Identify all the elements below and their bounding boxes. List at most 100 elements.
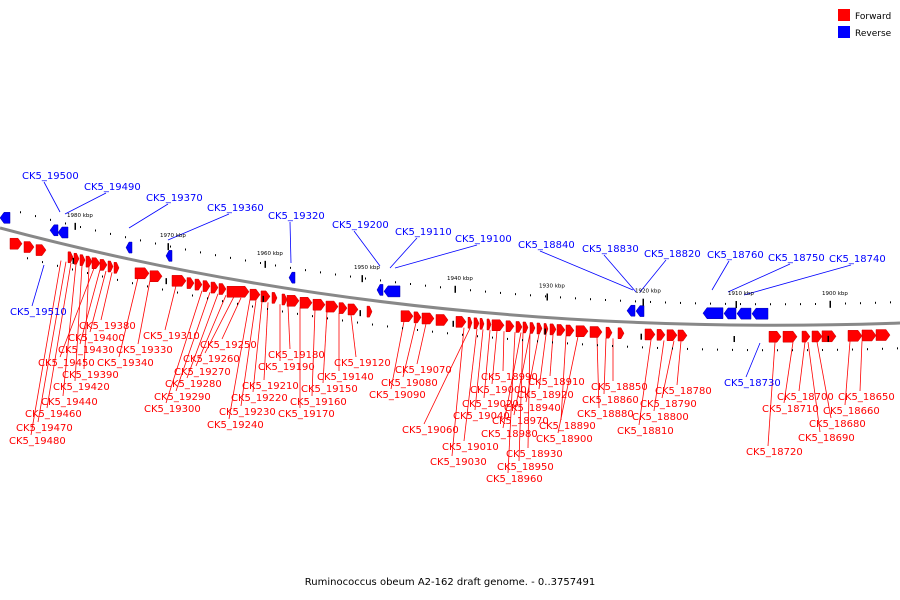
minor-tick [695,302,696,305]
minor-tick [125,236,126,239]
forward-gene-arrow [875,329,891,341]
label-leader-line [228,299,251,420]
gene-label: CK5_19390 [62,370,119,381]
label-leader-line [525,333,540,403]
minor-tick [402,327,403,330]
label-leader-line [83,267,90,370]
gene-label: CK5_19500 [22,171,79,182]
forward-gene-arrow [210,281,219,294]
gene-label: CK5_19200 [332,220,389,231]
gene-label: CK5_19260 [183,354,240,365]
gene-label: CK5_18730 [724,378,781,389]
label-leader-line [128,203,169,229]
gene-label: CK5_19080 [381,378,438,389]
gene-label: CK5_19430 [58,345,115,356]
label-leader-line [186,293,219,379]
gene-label: CK5_19420 [53,382,110,393]
reverse-gene-arrow [376,284,384,296]
minor-tick [522,339,523,342]
minor-tick [530,294,531,297]
gene-label: CK5_19070 [395,365,452,376]
minor-tick [590,298,591,301]
forward-gene-arrow [218,283,227,295]
forward-gene-arrow [134,267,150,280]
minor-tick [545,295,546,298]
forward-gene-arrow [529,322,536,334]
minor-tick [230,256,231,259]
label-leader-line [483,330,491,399]
minor-tick [395,281,396,284]
minor-tick [387,325,388,328]
gene-label: CK5_18830 [582,244,639,255]
minor-tick [462,333,463,336]
gene-label: CK5_19290 [154,392,211,403]
forward-gene-arrow [847,330,863,342]
minor-tick [500,291,501,294]
minor-tick [492,336,493,339]
minor-tick [680,301,681,304]
minor-tick [245,259,246,262]
gene-label: CK5_19190 [258,362,315,373]
gene-label: CK5_19480 [9,436,66,447]
forward-gene-arrow [400,310,414,322]
scale-tick [829,300,831,308]
scale-tick [452,320,454,327]
gene-label: CK5_19440 [41,397,98,408]
scale-tick [827,335,829,342]
minor-tick [560,296,561,299]
forward-gene-arrow [768,330,782,343]
minor-tick [440,286,441,289]
label-leader-line [62,264,77,397]
label-leader-line [89,270,107,333]
label-leader-line [311,309,316,397]
label-leader-line [402,322,417,378]
forward-gene-arrow [479,318,485,330]
minor-tick [207,297,208,300]
minor-tick [327,317,328,320]
gene-label: CK5_18970 [492,416,549,427]
gene-label: CK5_18950 [497,462,554,473]
minor-tick [170,245,171,248]
legend-reverse-label: Reverse [855,29,892,39]
forward-gene-arrow [299,297,313,309]
label-leader-line [353,230,381,267]
scale-tick [264,260,266,268]
forward-gene-arrow [549,323,557,336]
scale-tick [640,333,642,340]
minor-tick [860,302,861,305]
reverse-gene-arrow [0,212,11,224]
gene-label: CK5_19150 [301,384,358,395]
gene-label: CK5_19310 [143,331,200,342]
gene-label: CK5_19090 [369,390,426,401]
minor-tick [117,278,118,281]
forward-gene-arrow [421,312,435,325]
label-leader-line [798,342,806,392]
minor-tick [627,345,628,348]
gene-labels: CK5_19500 CK5_19490 CK5_19370 CK5_19360 CK5_… [9,171,895,485]
label-leader-line [287,305,291,350]
minor-tick [665,301,666,304]
forward-gene-arrow [260,290,271,303]
scale-tick [72,257,74,264]
minor-tick [95,229,96,232]
minor-tick [102,275,103,278]
scale-tick [359,310,361,317]
forward-gene-arrow [202,280,211,292]
minor-tick [192,294,193,297]
label-leader-line [390,321,405,390]
gene-label: CK5_19110 [395,227,452,238]
forward-gene-arrow [522,321,529,334]
minor-tick [27,257,28,260]
minor-tick [155,242,156,245]
forward-gene-arrow [281,293,288,306]
label-leader-line [263,302,269,381]
minor-tick [792,349,793,352]
forward-gene-arrow [271,292,278,304]
minor-tick [177,291,178,294]
forward-gene-arrow [312,298,326,311]
scale-tick-label: 1930 kbp [539,284,565,290]
scale-tick-label: 1900 kbp [822,291,848,297]
label-leader-line [350,314,357,358]
label-leader-line [165,290,203,404]
gene-label: CK5_18920 [517,390,574,401]
